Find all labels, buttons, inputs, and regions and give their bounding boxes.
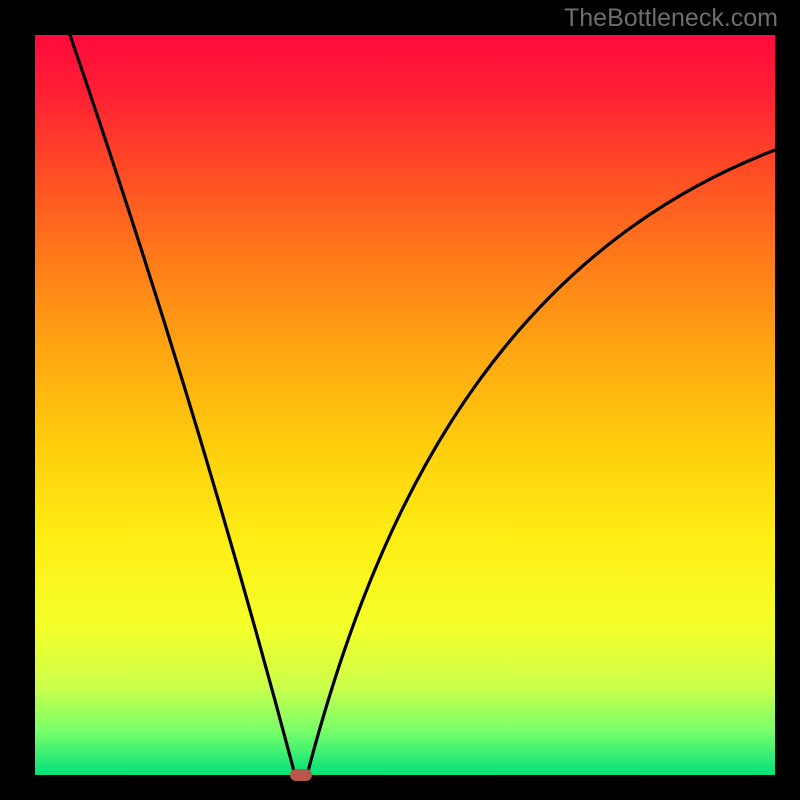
- minimum-marker: [290, 769, 312, 781]
- chart-container: TheBottleneck.com: [0, 0, 800, 800]
- plot-gradient-area: [35, 35, 775, 775]
- watermark-text: TheBottleneck.com: [564, 4, 778, 33]
